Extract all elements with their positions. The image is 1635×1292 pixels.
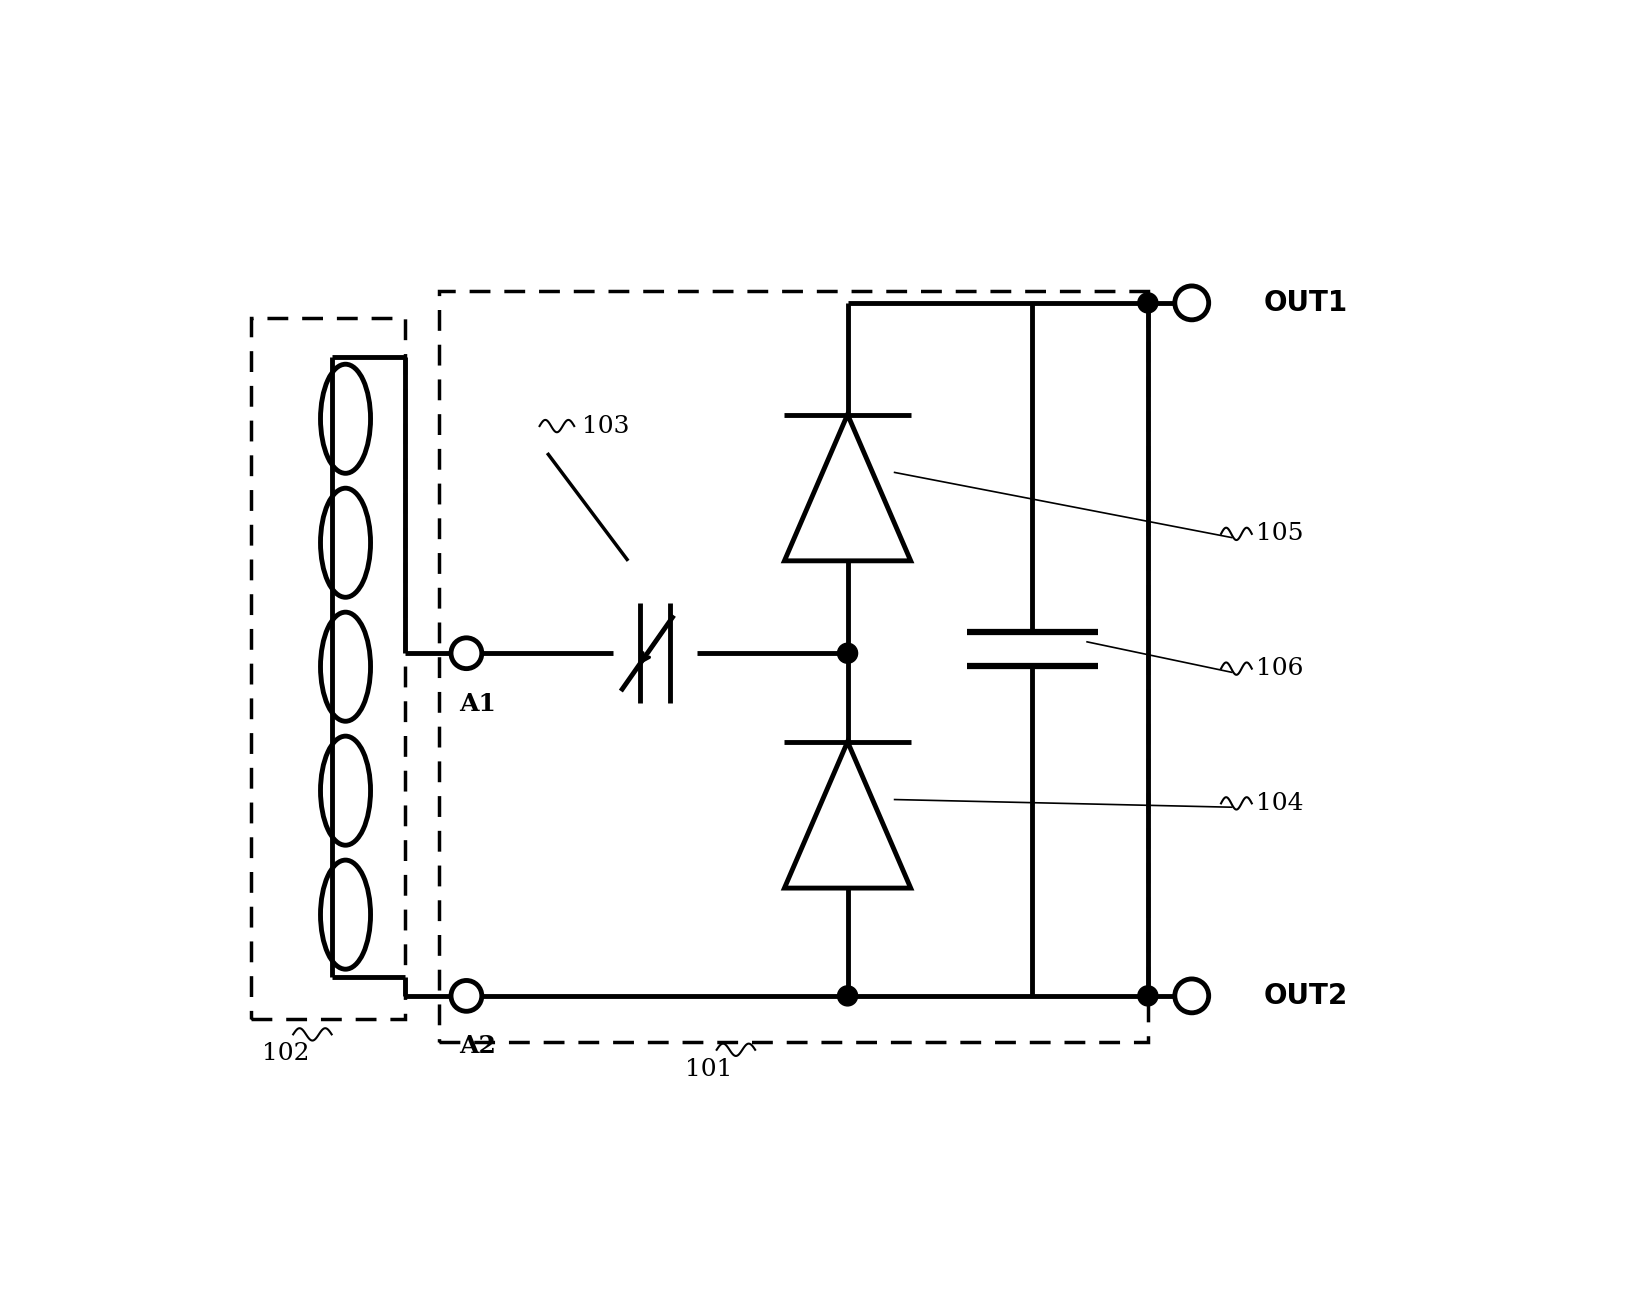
Circle shape xyxy=(451,981,482,1012)
Text: OUT1: OUT1 xyxy=(1264,289,1347,317)
Text: 105: 105 xyxy=(1256,522,1303,545)
Circle shape xyxy=(451,638,482,669)
Text: A2: A2 xyxy=(459,1035,495,1058)
Text: 101: 101 xyxy=(685,1058,732,1080)
Text: A1: A1 xyxy=(459,691,495,716)
Text: OUT2: OUT2 xyxy=(1264,982,1347,1010)
Text: 104: 104 xyxy=(1256,792,1303,815)
Circle shape xyxy=(1138,986,1158,1006)
Text: 103: 103 xyxy=(582,415,629,438)
Text: 102: 102 xyxy=(262,1043,309,1065)
Circle shape xyxy=(1138,293,1158,313)
Circle shape xyxy=(1176,979,1208,1013)
Circle shape xyxy=(837,643,858,663)
Circle shape xyxy=(1176,286,1208,320)
Circle shape xyxy=(837,986,858,1006)
Text: 106: 106 xyxy=(1256,658,1303,680)
